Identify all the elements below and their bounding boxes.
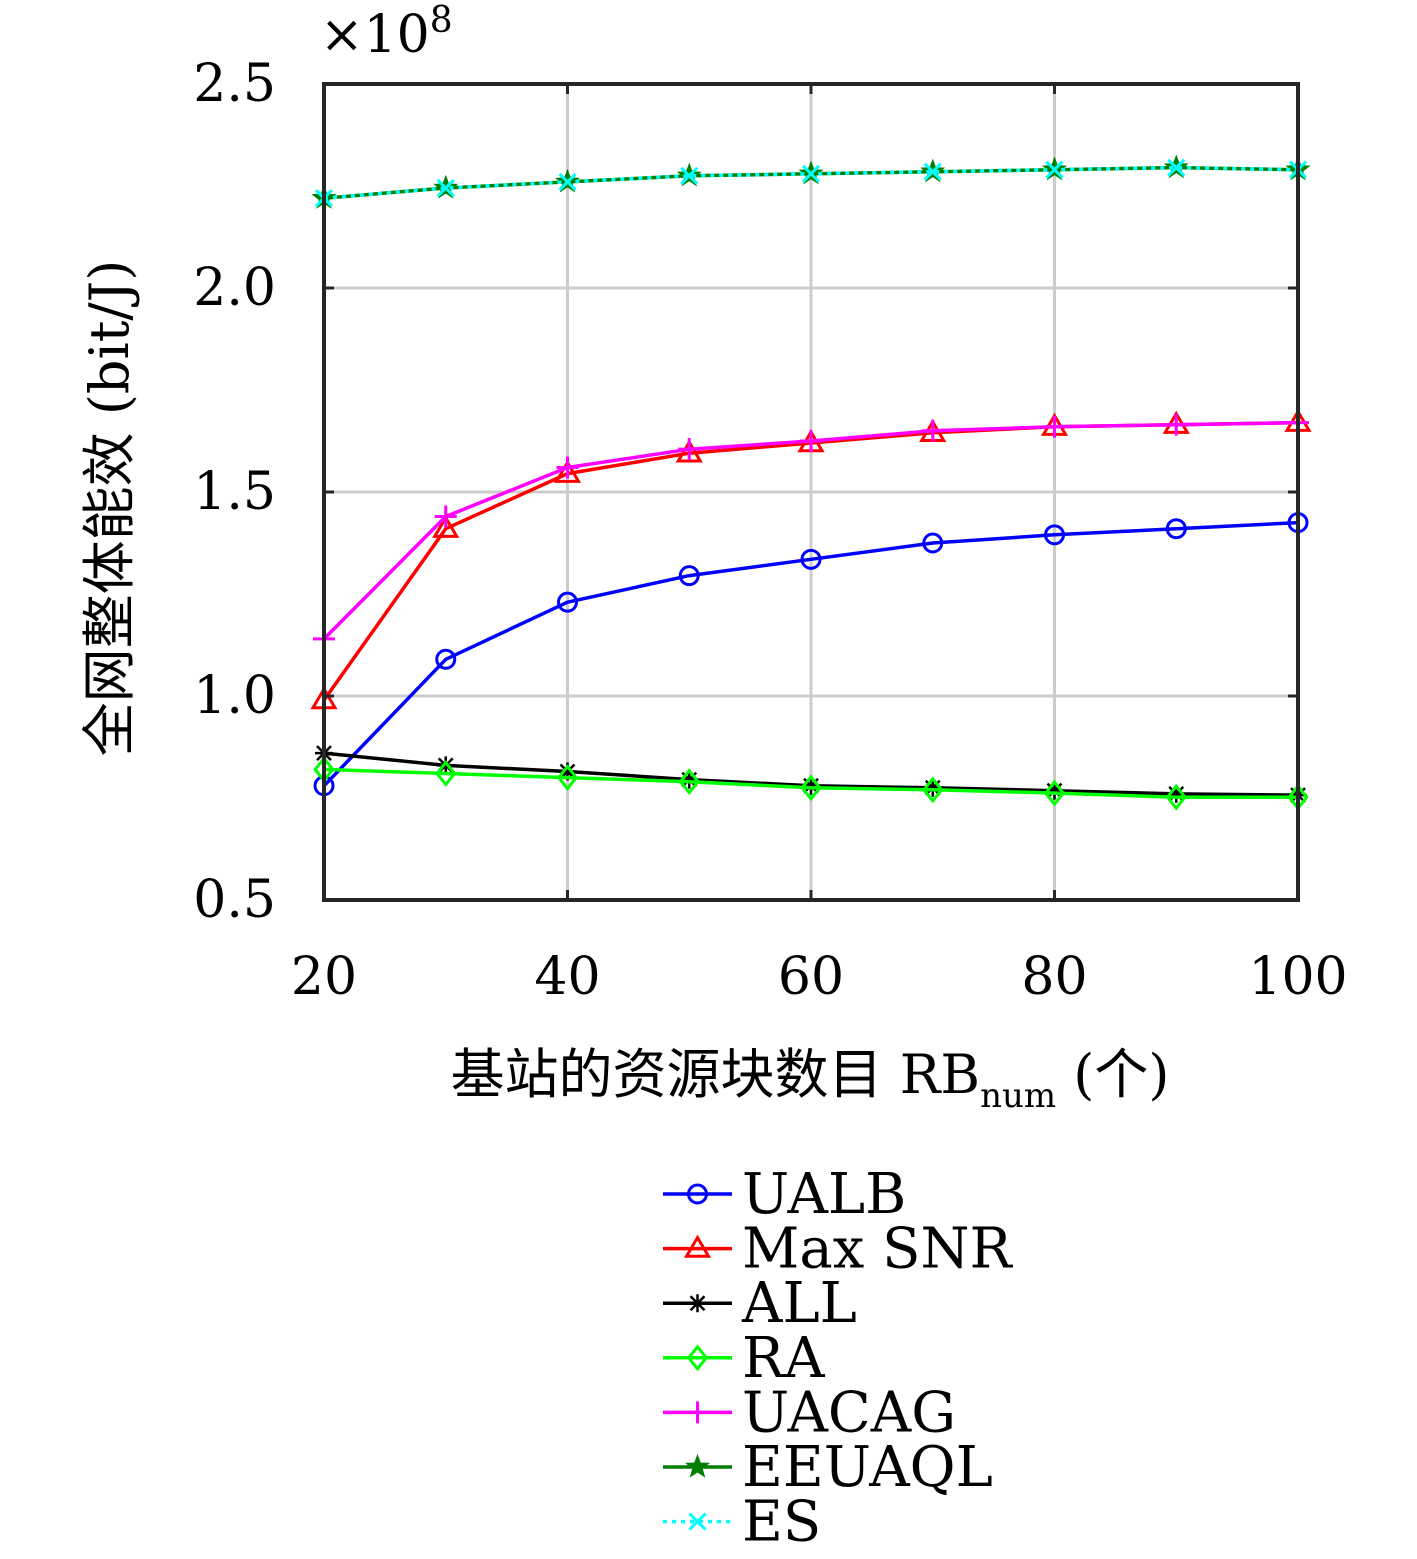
x-axis-label-subscript: num: [980, 1076, 1056, 1116]
legend-marker-max-snr: [683, 1234, 712, 1258]
data-point-uacag: [1165, 413, 1188, 436]
data-point-ra: [800, 774, 822, 802]
data-point-ualb: [1165, 518, 1187, 540]
legend-item-ra: RA: [663, 1326, 825, 1391]
legend-label-max-snr: Max SNR: [742, 1217, 1013, 1282]
legend-marker-uacag: [686, 1401, 709, 1424]
data-point-ualb: [800, 548, 822, 570]
series-es: [314, 158, 1308, 208]
data-point-all: [1167, 784, 1186, 803]
data-point-uacag: [434, 505, 457, 528]
axis-ticks: [322, 82, 1300, 902]
legend-marker-all: [688, 1294, 707, 1313]
data-point-all: [558, 762, 577, 781]
legend-label-ualb: UALB: [742, 1162, 906, 1227]
y-axis-multiplier: ×108: [320, 0, 453, 65]
data-point-ra: [922, 776, 944, 804]
y-tick-label: 1.0: [193, 666, 276, 726]
data-point-es: [1167, 158, 1186, 177]
data-point-ualb: [678, 565, 700, 587]
y-multiplier-base: ×10: [320, 5, 430, 65]
data-point-uacag: [1043, 415, 1066, 438]
data-point-es: [923, 162, 942, 181]
x-axis-label-unit: (个): [1056, 1043, 1169, 1106]
x-axis-label: 基站的资源块数目 RBnum (个): [451, 1043, 1170, 1116]
x-tick-label: 80: [1021, 947, 1087, 1007]
x-tick-label: 20: [291, 947, 357, 1007]
data-point-ra: [678, 768, 700, 796]
data-point-uacag: [800, 430, 822, 452]
legend-label-ra: RA: [742, 1326, 825, 1391]
x-tick-label: 60: [778, 947, 844, 1007]
legend-label-all: ALL: [741, 1271, 857, 1336]
legend-marker-ra: [686, 1344, 709, 1372]
legend-label-es: ES: [742, 1490, 821, 1555]
data-point-es: [680, 166, 699, 185]
series-line-ualb: [322, 520, 1299, 788]
x-tick-label: 100: [1248, 947, 1347, 1007]
data-point-ra: [435, 760, 457, 787]
data-point-all: [923, 778, 942, 797]
y-tick-labels: 0.5 1.0 1.5 2.0 2.5: [193, 54, 276, 930]
data-point-ra: [1165, 783, 1187, 811]
data-point-ualb: [435, 648, 457, 670]
data-point-ra: [556, 764, 579, 792]
data-point-max-snr: [553, 459, 582, 483]
legend-label-uacag: UACAG: [742, 1380, 956, 1445]
legend-marker-es: [688, 1512, 707, 1531]
data-point-uacag: [678, 438, 701, 461]
y-tick-label: 1.5: [193, 462, 276, 522]
y-tick-label: 2.0: [193, 258, 276, 318]
data-point-all: [1045, 781, 1064, 800]
x-axis-label-main: 基站的资源块数目 RB: [451, 1043, 981, 1106]
legend-item-uacag: UACAG: [663, 1380, 956, 1445]
data-point-ualb: [557, 591, 578, 613]
legend-item-eeuaql: EEUAQL: [663, 1435, 993, 1500]
legend-marker-eeuaql: [684, 1453, 711, 1478]
data-point-uacag: [556, 456, 579, 479]
x-tick-labels: 20 40 60 80 100: [291, 947, 1348, 1007]
data-point-max-snr: [432, 514, 460, 538]
legend-marker-ualb: [687, 1183, 708, 1205]
legend-item-max-snr: Max SNR: [663, 1217, 1013, 1282]
data-point-es: [436, 178, 455, 198]
legend-label-eeuaql: EEUAQL: [742, 1435, 993, 1500]
y-multiplier-exponent: 8: [430, 0, 453, 41]
data-point-all: [680, 770, 699, 789]
y-tick-label: 0.5: [193, 870, 276, 930]
legend-item-es: ES: [663, 1490, 821, 1555]
data-point-all: [436, 756, 455, 775]
series-line-ra: [323, 767, 1298, 799]
data-point-ualb: [922, 532, 944, 554]
data-point-uacag: [921, 419, 944, 442]
data-point-es: [1045, 160, 1064, 179]
data-point-ualb: [1044, 524, 1065, 546]
data-point-es: [558, 172, 577, 191]
data-point-es: [801, 164, 821, 183]
legend-item-ualb: UALB: [663, 1162, 906, 1227]
y-tick-label: 2.5: [193, 54, 276, 114]
y-axis-label: 全网整体能效 (bit/J): [78, 260, 141, 757]
legend-item-all: ALL: [663, 1271, 857, 1336]
data-point-all: [802, 776, 820, 795]
x-tick-label: 40: [534, 947, 600, 1007]
data-point-ra: [1043, 779, 1066, 807]
